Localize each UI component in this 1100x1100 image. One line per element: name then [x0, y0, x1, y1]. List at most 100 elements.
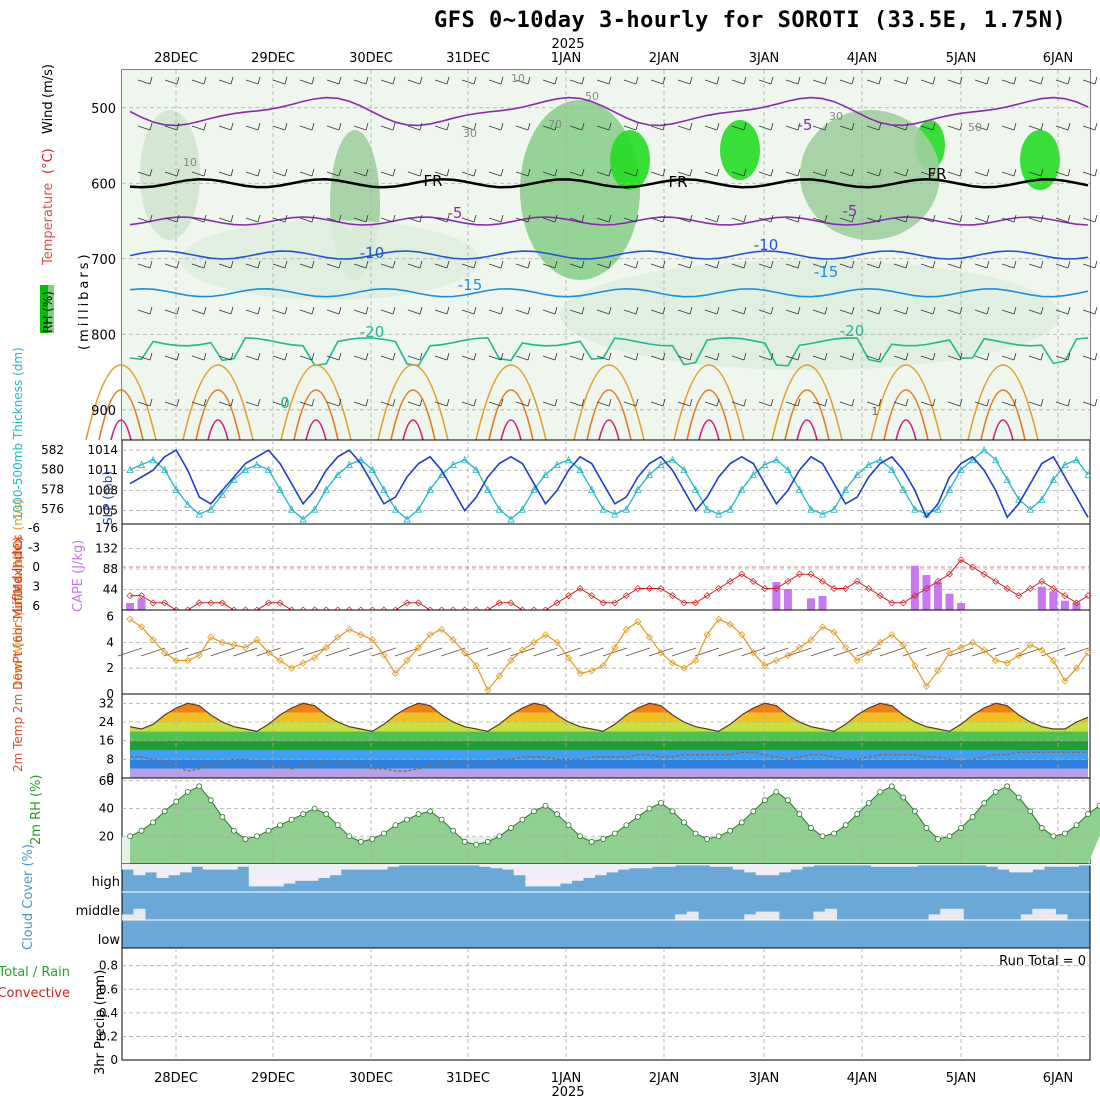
temp-band: [130, 768, 1088, 778]
wind-barb: [650, 125, 664, 131]
li-marker: [218, 599, 226, 607]
wind-barb-flag: [959, 306, 963, 315]
wind-barb: [137, 125, 151, 131]
wind-barb: [542, 171, 556, 177]
bottom-date-label: 3JAN: [749, 1071, 780, 1086]
wind-marker: [403, 656, 411, 665]
cloud-middle-bar: [1020, 914, 1033, 920]
wind-barb: [461, 263, 475, 269]
wind-barb: [272, 355, 286, 361]
cape-tick-label: 132: [95, 542, 118, 556]
wind-barb: [137, 309, 151, 315]
wind-barb: [704, 355, 718, 361]
surface-temperature-arch: [85, 364, 157, 441]
cloud-high-gap: [433, 864, 446, 866]
wind-barb: [137, 401, 151, 407]
wind-barb: [785, 79, 799, 85]
wind-marker: [668, 659, 677, 667]
wind-marker: [1038, 646, 1046, 654]
wind-barb-flag: [527, 122, 531, 131]
contour-label: -15: [814, 263, 839, 281]
contour-label: -5: [843, 202, 858, 220]
wind-barb: [569, 79, 583, 85]
temp-tick-label: 16: [99, 734, 114, 748]
wind-barb: [947, 125, 961, 131]
wind-barb: [353, 355, 367, 361]
wind-barb-flag: [608, 168, 612, 177]
rh-marker: [173, 798, 180, 805]
temp-band: [130, 740, 1088, 750]
cloud-high-gap: [871, 864, 884, 867]
surface-temperature-arch: [280, 364, 352, 441]
rh-marker: [1085, 811, 1091, 817]
wind-barb-flag: [392, 260, 396, 269]
wind-barb: [299, 355, 313, 361]
slp-tick-label: 1005: [87, 504, 118, 518]
panel-rh-2m: 20 40 60 2m RH (%): [29, 774, 1100, 865]
wind-barb-flag: [905, 260, 909, 269]
wind-barb-flag: [689, 260, 693, 269]
wind-marker: [1015, 651, 1023, 659]
li-marker: [668, 592, 676, 600]
li-marker: [992, 577, 1000, 585]
wind-barb: [515, 125, 529, 131]
wind-barb: [866, 401, 880, 407]
thickness-marker: [184, 500, 192, 508]
wind-barb-10m: [879, 647, 904, 657]
wind-barb: [191, 401, 205, 407]
wind-marker: [911, 662, 919, 670]
wind-tick-label: 2: [106, 661, 114, 675]
rh-marker: [1062, 830, 1068, 837]
wind-barb-flag: [419, 122, 423, 131]
wind-barb: [245, 217, 259, 223]
rh-marker: [658, 800, 664, 806]
rh-marker: [865, 800, 872, 806]
wind-marker: [553, 638, 561, 646]
wind-barb-flag: [797, 306, 801, 315]
wind-marker: [795, 643, 804, 652]
wind-marker: [1061, 677, 1069, 685]
rh-marker: [588, 838, 595, 845]
wind-barb-flag: [770, 306, 774, 315]
rh-marker: [138, 827, 145, 834]
wind-barb: [974, 309, 988, 315]
thickness-marker: [934, 505, 942, 513]
rh-shade-blob: [1020, 130, 1060, 190]
rh-marker: [1004, 783, 1011, 790]
wind-marker: [945, 649, 954, 657]
cloud-middle-bar: [824, 908, 837, 920]
wind-barb: [974, 355, 988, 361]
wind-barb: [461, 401, 475, 407]
wind-barb: [839, 171, 853, 177]
wind-barb: [515, 401, 529, 407]
wind-barb: [407, 401, 421, 407]
wind-barb-flag: [635, 260, 639, 269]
wind-barb-flag: [284, 260, 288, 269]
bottom-date-label: 31DEC: [446, 1071, 490, 1086]
wind-barb: [920, 355, 934, 361]
wind-barb: [1055, 171, 1069, 177]
rh-marker: [404, 816, 410, 823]
cloud-high-gap: [271, 864, 284, 887]
rh-marker: [450, 827, 457, 834]
cloud-high-gap: [133, 864, 146, 876]
thickness-marker: [841, 485, 850, 493]
wind-barb: [299, 309, 313, 315]
li-marker: [149, 599, 157, 607]
wind-barb: [245, 355, 259, 361]
wind-barb: [218, 217, 232, 223]
wind-barb-flag: [365, 168, 369, 177]
wind-barb: [947, 355, 961, 361]
thickness-marker: [899, 485, 907, 493]
li-marker: [588, 592, 596, 600]
wind-barb-flag: [581, 306, 585, 315]
cape-ylabel: CAPE (J/kg): [71, 540, 86, 612]
temperature-contours: [85, 96, 1089, 441]
cape-bars: [126, 565, 1081, 610]
wind-barb: [245, 401, 259, 407]
wind-barb-flag: [608, 76, 612, 85]
surface-temperature-arch-inner: [586, 389, 632, 441]
wind-marker: [172, 656, 180, 665]
wind-barb: [893, 125, 907, 131]
wind-barb: [596, 217, 610, 223]
